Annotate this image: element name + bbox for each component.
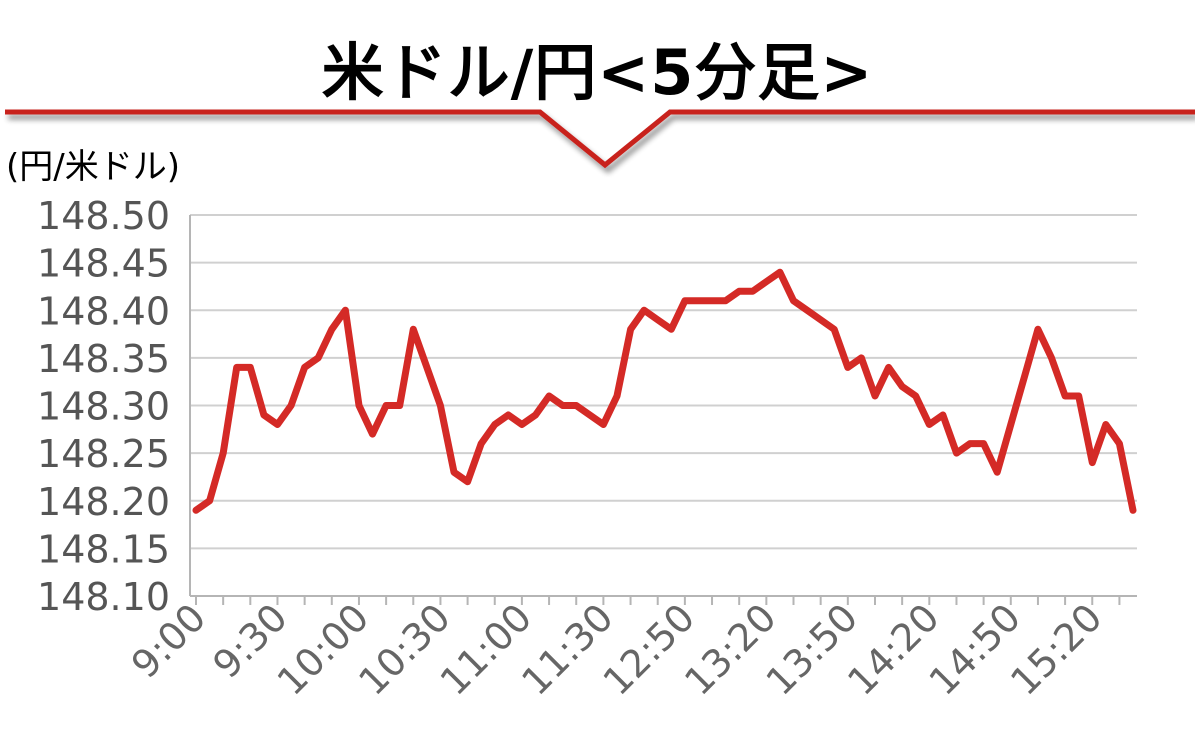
y-tick-label: 148.15: [37, 527, 170, 571]
x-axis-tick-labels: 9:009:3010:0010:3011:0011:3012:5013:2013…: [123, 595, 1111, 704]
price-line: [192, 268, 1137, 514]
x-tick-label: 12:50: [595, 595, 704, 704]
y-tick-label: 148.25: [37, 432, 170, 476]
series-line: [192, 268, 1137, 514]
x-tick-label: 15:20: [1002, 595, 1111, 704]
chart-title: 米ドル/円<5分足>: [321, 36, 874, 109]
x-tick-label: 13:50: [758, 595, 867, 704]
y-axis-tick-labels: 148.50148.45148.40148.35148.30148.25148.…: [37, 194, 170, 619]
x-tick-label: 10:00: [269, 595, 378, 704]
axes: [189, 215, 1137, 605]
x-tick-label: 14:20: [839, 595, 948, 704]
y-tick-label: 148.35: [37, 337, 170, 381]
y-tick-label: 148.40: [37, 289, 170, 333]
y-tick-label: 148.50: [37, 194, 170, 238]
x-tick-label: 13:20: [676, 595, 785, 704]
x-tick-label: 11:30: [513, 595, 622, 704]
y-tick-label: 148.20: [37, 480, 170, 524]
title-underline-divider: [5, 109, 1195, 169]
y-tick-label: 148.30: [37, 385, 170, 429]
gridlines: [190, 214, 1137, 550]
y-tick-label: 148.10: [37, 575, 170, 619]
y-tick-label: 148.45: [37, 242, 170, 286]
x-tick-label: 11:00: [432, 595, 541, 704]
x-tick-label: 14:50: [921, 595, 1030, 704]
x-tick-label: 10:30: [350, 595, 459, 704]
y-axis-unit-label: (円/米ドル): [6, 147, 180, 187]
